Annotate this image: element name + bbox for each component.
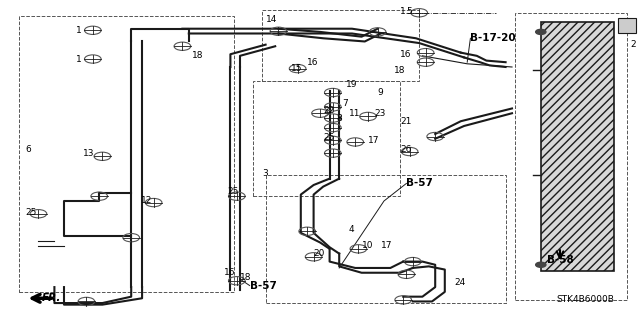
Text: 6: 6 xyxy=(26,145,31,154)
Text: 8: 8 xyxy=(336,114,342,122)
Bar xyxy=(19,16,234,292)
Circle shape xyxy=(536,262,546,267)
Text: B-57: B-57 xyxy=(406,178,433,189)
Text: 17: 17 xyxy=(368,136,380,145)
Text: 26: 26 xyxy=(400,145,412,154)
Bar xyxy=(262,10,419,81)
Text: B-58: B-58 xyxy=(547,255,574,265)
Text: 11: 11 xyxy=(349,109,360,118)
Bar xyxy=(515,13,627,300)
Text: 18: 18 xyxy=(240,273,252,282)
Text: 12: 12 xyxy=(141,197,152,205)
Text: 17: 17 xyxy=(381,241,392,250)
Text: 13: 13 xyxy=(83,149,95,158)
Text: 2: 2 xyxy=(630,40,636,49)
Text: 21: 21 xyxy=(400,117,412,126)
Text: 16: 16 xyxy=(307,58,319,67)
Text: 24: 24 xyxy=(454,278,466,287)
Text: B-17-20: B-17-20 xyxy=(470,33,516,43)
Text: 18: 18 xyxy=(192,51,204,60)
Bar xyxy=(541,22,614,271)
Bar xyxy=(266,175,506,303)
Text: 16: 16 xyxy=(400,50,412,59)
Text: 7: 7 xyxy=(342,99,348,108)
Text: 19: 19 xyxy=(346,80,357,89)
Text: 18: 18 xyxy=(394,66,405,75)
Bar xyxy=(618,18,636,33)
Text: 25: 25 xyxy=(26,208,37,217)
Text: 25: 25 xyxy=(227,187,239,196)
Text: 10: 10 xyxy=(362,241,373,250)
Text: 16: 16 xyxy=(224,268,236,277)
Bar xyxy=(253,81,400,196)
Text: STK4B6000B: STK4B6000B xyxy=(557,295,614,304)
Text: 22: 22 xyxy=(323,106,335,115)
Text: 23: 23 xyxy=(374,109,386,118)
Text: 15: 15 xyxy=(291,64,303,73)
Text: 1: 1 xyxy=(400,7,406,16)
Text: 4: 4 xyxy=(349,225,355,234)
Text: B-57: B-57 xyxy=(250,280,276,291)
Text: FR.: FR. xyxy=(42,293,61,303)
Text: 3: 3 xyxy=(262,169,268,178)
Text: 14: 14 xyxy=(266,15,277,24)
Text: 5: 5 xyxy=(406,7,412,16)
Text: 9: 9 xyxy=(378,88,383,97)
Text: 1: 1 xyxy=(76,26,81,35)
Text: 20: 20 xyxy=(314,249,325,258)
Circle shape xyxy=(536,29,546,34)
Text: 1: 1 xyxy=(76,55,81,63)
Text: 25: 25 xyxy=(323,133,335,142)
